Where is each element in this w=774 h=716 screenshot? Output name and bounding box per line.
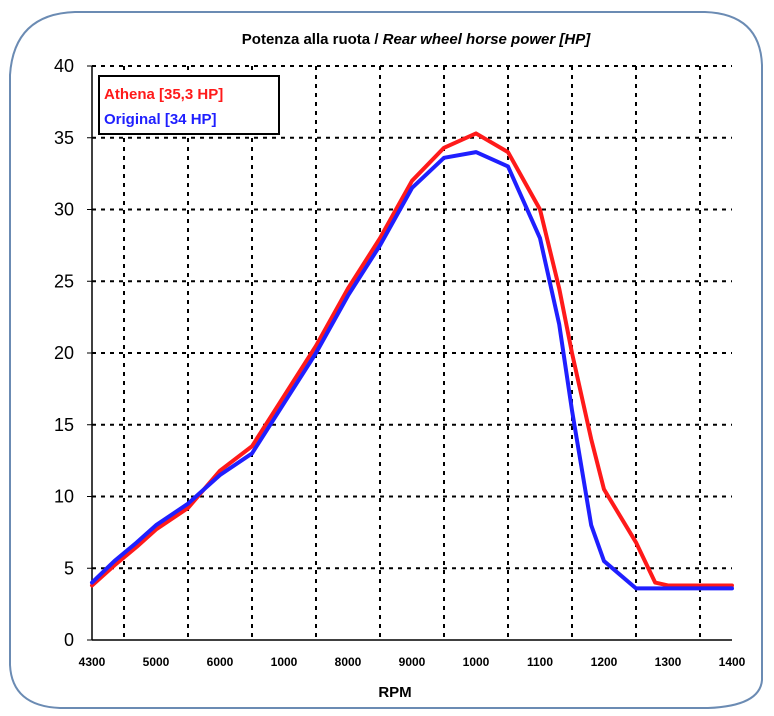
chart-title-italic: Rear wheel horse power [HP] — [383, 31, 592, 48]
legend-athena: Athena [35,3 HP] — [104, 86, 223, 103]
x-tick-label: 4300 — [79, 655, 106, 669]
y-tick-label: 10 — [54, 487, 74, 507]
y-tick-labels: 0 5 10 15 20 25 30 35 40 — [54, 56, 92, 650]
x-tick-label: 1000 — [271, 655, 298, 669]
y-tick-label: 35 — [54, 128, 74, 148]
x-tick-label: 1200 — [591, 655, 618, 669]
y-tick-label: 30 — [54, 200, 74, 220]
chart-title-main: Potenza alla ruota / — [242, 31, 383, 48]
x-tick-label: 1400 — [719, 655, 746, 669]
x-tick-label: 1100 — [527, 655, 553, 669]
series-lines — [90, 131, 734, 591]
x-tick-label: 1000 — [463, 655, 490, 669]
x-tick-label: 8000 — [335, 655, 362, 669]
chart-title: Potenza alla ruota / Rear wheel horse po… — [242, 31, 591, 48]
y-tick-label: 20 — [54, 343, 74, 363]
x-tick-label: 1300 — [655, 655, 682, 669]
y-tick-label: 5 — [64, 558, 74, 578]
x-tick-label: 9000 — [399, 655, 426, 669]
x-tick-label: 5000 — [143, 655, 170, 669]
y-tick-label: 0 — [64, 630, 74, 650]
x-tick-label: 6000 — [207, 655, 234, 669]
y-tick-label: 40 — [54, 56, 74, 76]
y-tick-label: 25 — [54, 271, 74, 291]
series-line-athena — [90, 131, 734, 588]
x-tick-labels: 4300 5000 6000 1000 8000 9000 1000 1100 1200 1300… — [79, 655, 746, 669]
legend: Athena [35,3 HP] Original [34 HP] — [98, 75, 280, 135]
y-tick-label: 15 — [54, 415, 74, 435]
series-line-original — [90, 150, 734, 591]
legend-original: Original [34 HP] — [104, 111, 217, 128]
legend-box — [98, 75, 280, 135]
x-axis-label: RPM — [378, 684, 411, 701]
